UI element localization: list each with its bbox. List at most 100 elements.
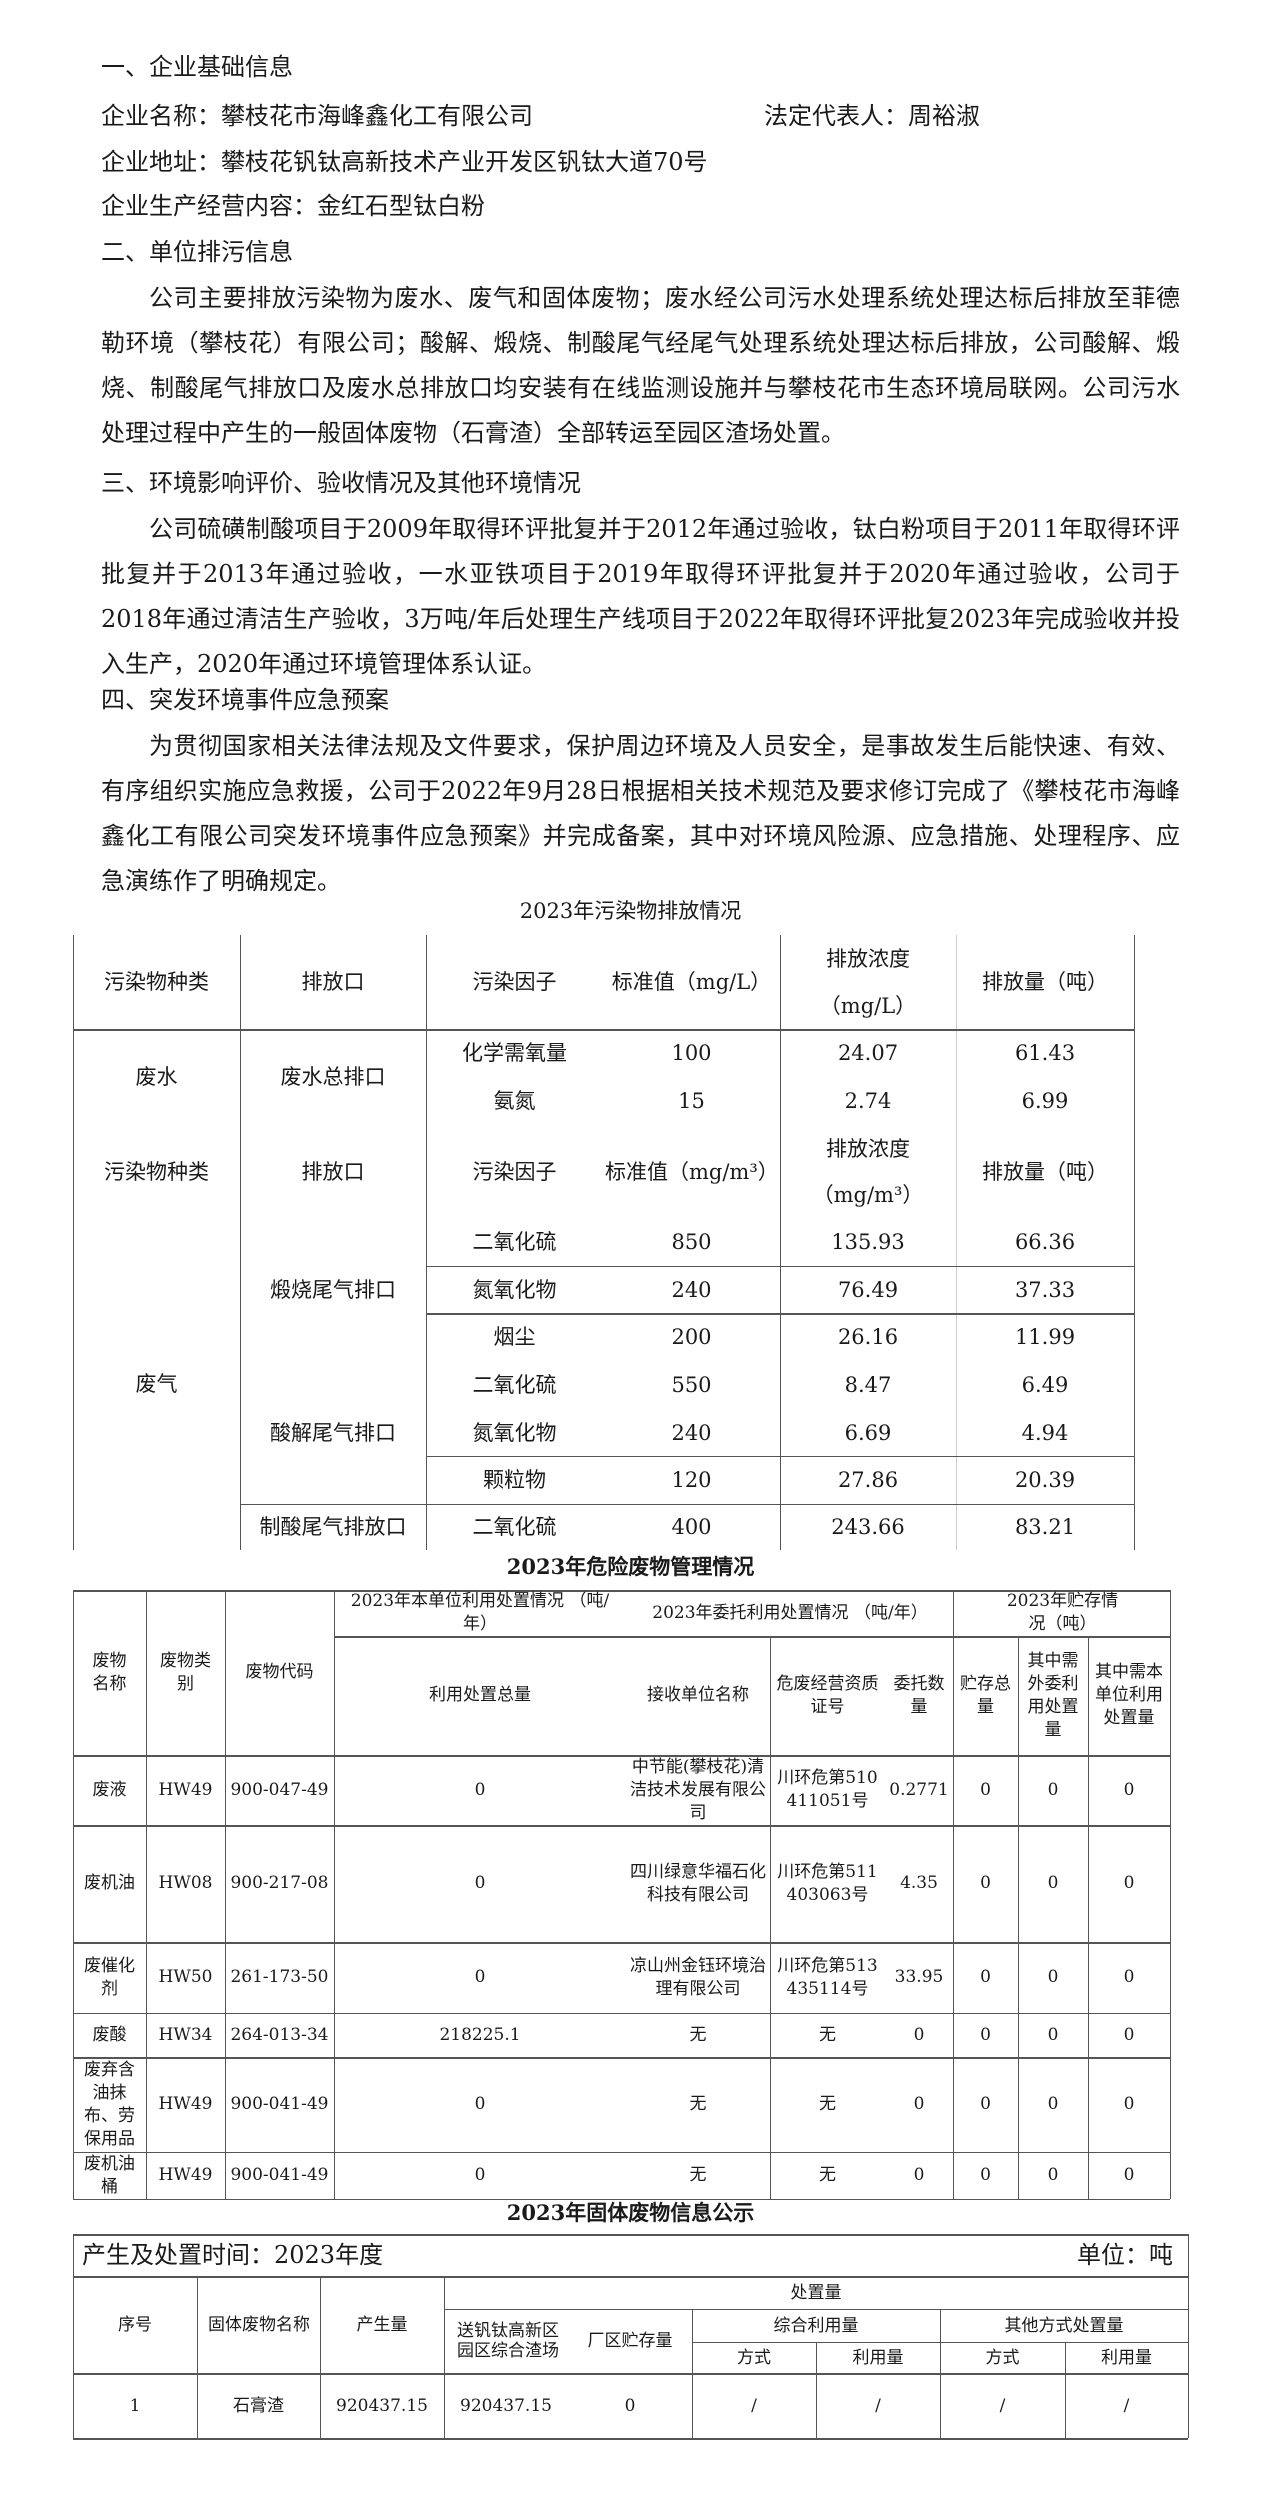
table-rule <box>73 2199 1170 2200</box>
table-rule <box>73 1755 1170 1757</box>
emissions-gas-header-conc: 排放浓度 <box>826 1136 910 1161</box>
hazardous-row-cell: 264-013-34 <box>230 2024 329 2045</box>
hazardous-row-cell: 0.2771 <box>889 1779 949 1800</box>
hazardous-row-cell: 0 <box>1047 1779 1059 1800</box>
emissions-gas-cell: 26.16 <box>837 1325 899 1349</box>
hazardous-row-cell: 0 <box>980 1779 991 1800</box>
hazardous-row-cell: HW34 <box>158 2024 213 2045</box>
hazardous-row-cell: 0 <box>474 1873 486 1893</box>
hazardous-row-cell: 900-047-49 <box>230 1779 329 1800</box>
hazardous-row-cell: 废机油 <box>84 1873 135 1893</box>
hazardous-row-cell: HW50 <box>158 1967 213 1987</box>
hazardous-row-cell: 凉山州金钰环境治理有限公司 <box>630 1955 766 1999</box>
hazardous-row-cell: 废催化剂 <box>84 1955 135 1999</box>
hazardous-row-cell: 无 <box>689 2094 707 2114</box>
table-rule <box>334 1590 335 2199</box>
hazardous-header-cell: 废物名称 <box>92 1650 127 1694</box>
emissions-gas-cell: 6.69 <box>844 1420 892 1445</box>
table-rule <box>780 935 781 1550</box>
emissions-header-standard: 标准值（mg/L） <box>611 970 772 994</box>
emissions-water-cell: 24.07 <box>837 1041 899 1065</box>
hazardous-row-cell: 无 <box>689 2165 707 2185</box>
emissions-water-cell: 氨氮 <box>493 1089 536 1113</box>
table-rule <box>1170 1590 1171 2199</box>
solid-header-use: 利用量 <box>852 2347 904 2368</box>
hazardous-row-cell: 0 <box>980 2024 991 2045</box>
table-rule <box>73 2234 1188 2236</box>
hazardous-row-cell: 0 <box>980 2165 991 2185</box>
table-rule <box>73 2373 1188 2375</box>
emissions-gas-cell: 二氧化硫 <box>472 1515 557 1539</box>
solid-header-no: 序号 <box>118 2314 152 2335</box>
solid-row-cell: 0 <box>624 2395 636 2416</box>
emissions-water-outlet: 废水总排口 <box>280 1065 386 1089</box>
solid-header-stored: 厂区贮存量 <box>587 2331 673 2351</box>
table-rule <box>146 1590 147 2199</box>
hazardous-row-cell: 四川绿意华福石化科技有限公司 <box>630 1861 766 1905</box>
emissions-water-cell: 61.43 <box>1014 1041 1076 1065</box>
hazardous-table-title: 2023年危险废物管理情况 <box>506 1554 755 1579</box>
emissions-gas-cell: 37.33 <box>1014 1277 1076 1302</box>
emissions-gas-cell: 240 <box>671 1420 712 1445</box>
solid-header-produced: 产生量 <box>356 2314 408 2335</box>
emissions-gas-cell: 颗粒物 <box>483 1468 546 1492</box>
hazardous-row-cell: 0 <box>474 2165 486 2185</box>
solid-unit: 单位：吨 <box>1077 2241 1173 2269</box>
table-rule <box>73 2276 1188 2278</box>
emissions-gas-cell: 850 <box>671 1230 712 1254</box>
table-rule <box>1018 1636 1019 2199</box>
hazardous-group-self: 2023年本单位利用处置情况 （吨/年） <box>350 1591 610 1634</box>
emissions-header-amount: 排放量（吨） <box>982 970 1108 994</box>
emissions-gas-header-standard: 标准值（mg/m³） <box>605 1159 779 1184</box>
solid-row-cell: / <box>875 2395 881 2416</box>
solid-header-comprehensive: 综合利用量 <box>773 2315 859 2336</box>
emissions-gas-cell: 氮氧化物 <box>472 1420 557 1445</box>
hazardous-row-cell: 0 <box>1123 2024 1135 2045</box>
table-rule <box>956 935 957 1550</box>
hazardous-row-cell: 0 <box>913 2165 925 2185</box>
section-heading-eia: 三、环境影响评价、验收情况及其他环境情况 <box>101 469 581 497</box>
hazardous-header-cell: 委托数量 <box>893 1673 945 1717</box>
hazardous-row-cell: HW49 <box>158 2094 213 2114</box>
hazardous-row-cell: 218225.1 <box>439 2024 521 2045</box>
emissions-table-title: 2023年污染物排放情况 <box>519 899 742 923</box>
emissions-gas-cell: 135.93 <box>831 1230 905 1254</box>
hazardous-row-cell: 261-173-50 <box>230 1967 329 1987</box>
table-rule <box>73 2438 1188 2440</box>
hazardous-row-cell: 0 <box>913 2024 925 2045</box>
hazardous-row-cell: HW08 <box>158 1873 213 1893</box>
emissions-gas-cell: 240 <box>671 1277 712 1302</box>
table-rule <box>1134 935 1135 1550</box>
hazardous-row-cell: 0 <box>913 2094 925 2114</box>
table-rule <box>770 1636 771 2199</box>
table-rule <box>73 1590 1170 1592</box>
emissions-gas-cell: 20.39 <box>1014 1468 1076 1492</box>
hazardous-row-cell: 废机油桶 <box>84 2153 135 2197</box>
table-rule <box>1065 2342 1066 2438</box>
solid-header-park: 送钒钛高新区园区综合渣场 <box>457 2321 559 2361</box>
hazardous-row-cell: 无 <box>819 2094 836 2114</box>
table-rule <box>426 1456 1134 1457</box>
hazardous-row-cell: 0 <box>1047 2094 1059 2114</box>
legal-representative: 法定代表人：周裕淑 <box>764 102 980 130</box>
emissions-gas-cell: 66.36 <box>1014 1230 1076 1254</box>
emissions-header-conc: 排放浓度 <box>826 946 910 971</box>
table-rule <box>692 2309 693 2438</box>
solid-row-cell: / <box>999 2395 1006 2416</box>
emissions-gas-header-amount: 排放量（吨） <box>982 1159 1108 1184</box>
hazardous-row-cell: 川环危第513435114号 <box>777 1955 878 1999</box>
hazardous-row-cell: 900-217-08 <box>230 1873 329 1893</box>
emissions-gas-cell: 243.66 <box>831 1515 905 1539</box>
emissions-gas-cell: 4.94 <box>1021 1420 1069 1445</box>
emissions-gas-header-outlet: 排放口 <box>301 1159 365 1184</box>
emissions-gas-cell: 76.49 <box>837 1277 899 1302</box>
table-rule <box>320 2276 321 2438</box>
solid-header-method: 方式 <box>737 2347 771 2368</box>
business-scope: 企业生产经营内容：金红石型钛白粉 <box>101 192 485 220</box>
emissions-gas-cell: 400 <box>671 1515 712 1539</box>
table-rule <box>73 2234 74 2438</box>
table-rule <box>1088 1636 1089 2199</box>
solid-header-name: 固体废物名称 <box>208 2314 310 2335</box>
emissions-header-factor: 污染因子 <box>472 970 557 994</box>
eia-paragraph: 公司硫磺制酸项目于2009年取得环评批复并于2012年通过验收，钛白粉项目于20… <box>101 515 1180 678</box>
